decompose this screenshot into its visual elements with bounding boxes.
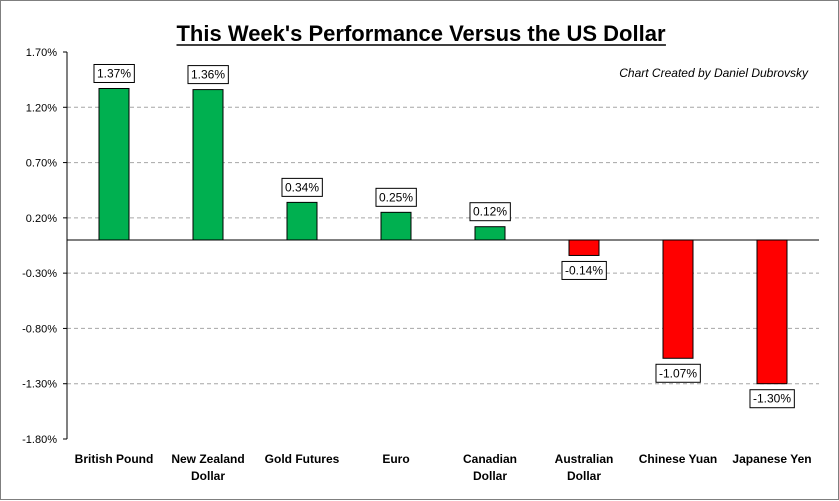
data-label: 1.37% (93, 63, 135, 83)
category-label: Gold Futures (265, 452, 340, 466)
data-label-text: -1.30% (753, 392, 791, 406)
bar (98, 87, 130, 241)
data-label-box (561, 260, 607, 280)
category-label: Chinese Yuan (639, 452, 717, 466)
category-label: British Pound (75, 452, 154, 466)
data-label-box (93, 63, 135, 83)
bar (192, 89, 224, 241)
category-label: Dollar (191, 469, 225, 483)
bar (568, 239, 600, 256)
category-label: Dollar (567, 469, 601, 483)
chart-title: This Week's Performance Versus the US Do… (176, 21, 665, 46)
y-tick-label: 0.70% (26, 158, 57, 170)
category-label: Japanese Yen (732, 452, 811, 466)
data-label-text: 1.37% (97, 66, 131, 80)
y-tick-label: -0.80% (22, 323, 57, 335)
category-label: Euro (382, 452, 409, 466)
bar (474, 226, 506, 241)
y-tick-label: -1.80% (22, 434, 57, 446)
data-label: -1.30% (749, 389, 795, 409)
bar (380, 211, 412, 241)
data-label-text: 0.12% (473, 205, 507, 219)
category-label: Dollar (473, 469, 507, 483)
chart-credit: Chart Created by Daniel Dubrovsky (619, 66, 809, 80)
y-tick-label: 1.70% (26, 47, 57, 59)
category-label: Australian (555, 452, 614, 466)
data-label: 0.34% (281, 177, 323, 197)
y-tick-label: -1.30% (22, 379, 57, 391)
data-label-text: 0.34% (285, 180, 319, 194)
category-label: New Zealand (171, 452, 244, 466)
data-label: 1.36% (187, 65, 229, 85)
category-label: Canadian (463, 452, 517, 466)
data-label: 0.12% (469, 202, 511, 222)
data-label-box (655, 363, 701, 383)
data-label-text: 1.36% (191, 68, 225, 82)
bar (662, 239, 694, 359)
data-label-text: 0.25% (379, 190, 413, 204)
data-label-text: -1.07% (659, 366, 697, 380)
data-label: 0.25% (375, 187, 417, 207)
y-tick-label: -0.30% (22, 268, 57, 280)
data-label-box (187, 65, 229, 85)
data-label-box (749, 389, 795, 409)
data-label-text: -0.14% (565, 263, 603, 277)
data-label-box (469, 202, 511, 222)
y-tick-label: 1.20% (26, 102, 57, 114)
data-label-box (281, 177, 323, 197)
data-label: -0.14% (561, 260, 607, 280)
data-label-box (375, 187, 417, 207)
bar (756, 239, 788, 385)
y-tick-label: 0.20% (26, 213, 57, 225)
data-label: -1.07% (655, 363, 701, 383)
bar (286, 201, 318, 241)
